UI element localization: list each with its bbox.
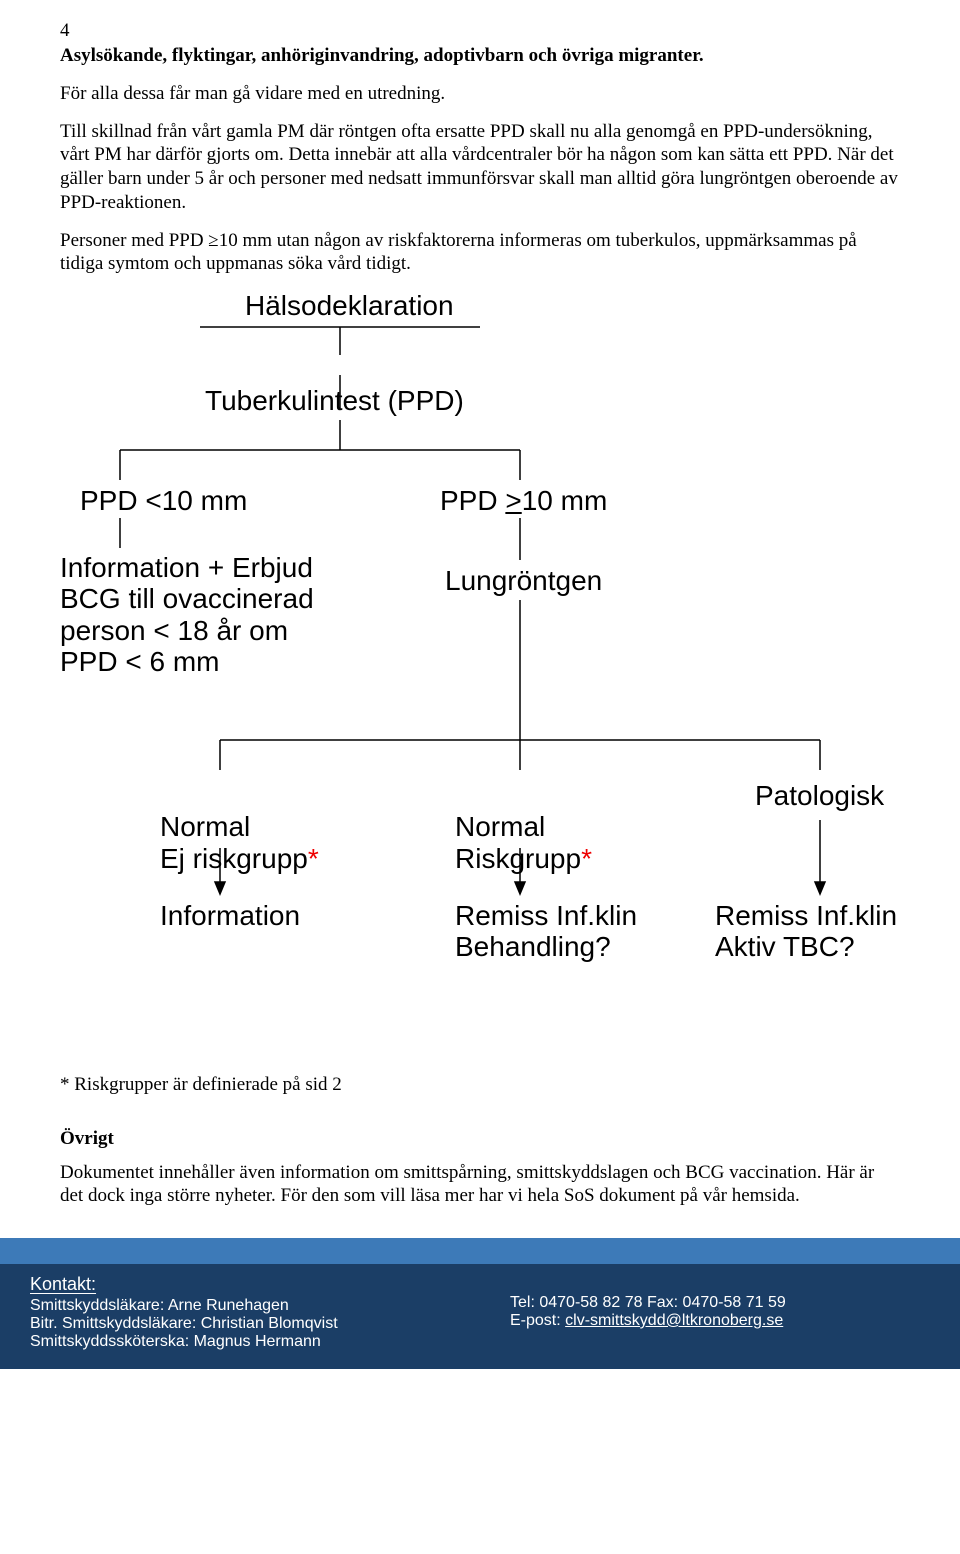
footer-email-row: E-post: clv-smittskydd@ltkronoberg.se	[510, 1312, 930, 1330]
para-ovrigt: Dokumentet innehåller även information o…	[60, 1161, 900, 1209]
page-number: 4	[60, 20, 900, 42]
node-info-bcg: Information + Erbjud BCG till ovaccinera…	[60, 552, 314, 677]
footer-line-1: Smittskyddsläkare: Arne Runehagen	[30, 1297, 450, 1315]
heading-main: Asylsökande, flyktingar, anhöriginvandri…	[60, 44, 900, 68]
node-lungrontgen: Lungröntgen	[445, 565, 602, 596]
para-2: Till skillnad från vårt gamla PM där rön…	[60, 120, 900, 215]
para-3: Personer med PPD ≥10 mm utan någon av ri…	[60, 229, 900, 277]
node-normal-ej: Normal Ej riskgrupp*	[160, 780, 319, 874]
footer-contact-heading: Kontakt:	[30, 1274, 450, 1295]
node-ppd-ge10: PPD >10 mm	[440, 485, 607, 516]
node-information: Information	[160, 900, 300, 931]
node-remiss-beh: Remiss Inf.klin Behandling?	[455, 900, 637, 963]
node-halsodeklaration: Hälsodeklaration	[245, 290, 454, 321]
node-tuberkulintest: Tuberkulintest (PPD)	[205, 385, 464, 416]
footer-email-link[interactable]: clv-smittskydd@ltkronoberg.se	[565, 1312, 783, 1329]
footnote-riskgrupp: * Riskgrupper är definierade på sid 2	[60, 1073, 900, 1097]
flow-diagram: Hälsodeklaration Tuberkulintest (PPD) PP…	[60, 290, 900, 1045]
heading-ovrigt: Övrigt	[60, 1127, 900, 1151]
node-remiss-aktiv: Remiss Inf.klin Aktiv TBC?	[715, 900, 897, 963]
footer-tel: Tel: 0470-58 82 78 Fax: 0470-58 71 59	[510, 1294, 930, 1312]
footer-line-3: Smittskyddssköterska: Magnus Hermann	[30, 1333, 450, 1351]
node-patologisk: Patologisk	[755, 780, 884, 811]
footer-line-2: Bitr. Smittskyddsläkare: Christian Blomq…	[30, 1315, 450, 1333]
node-normal-risk: Normal Riskgrupp*	[455, 780, 592, 874]
footer-contact: Kontakt: Smittskyddsläkare: Arne Runehag…	[0, 1238, 960, 1369]
node-ppd-lt10: PPD <10 mm	[80, 485, 247, 516]
para-1: För alla dessa får man gå vidare med en …	[60, 82, 900, 106]
